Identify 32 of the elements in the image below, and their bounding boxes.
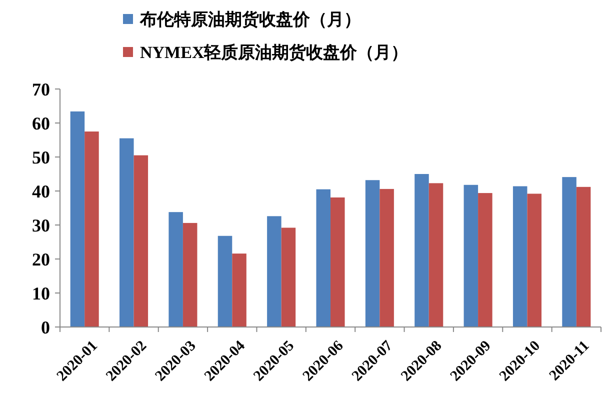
bar [182,222,198,327]
legend-label: NYMEX轻质原油期货收盘价（月） [140,42,408,62]
bar [478,193,492,327]
bar [380,188,394,327]
bar [316,189,330,327]
y-tick-label: 30 [32,215,50,236]
bar [464,184,478,327]
y-tick-label: 40 [32,181,50,202]
bar [365,180,380,327]
bar [84,132,99,327]
legend-label: 布伦特原油期货收盘价（月） [139,10,361,29]
bar [267,216,282,327]
bar [428,183,444,327]
bar [330,197,345,327]
bar [120,138,134,327]
bar [414,174,429,327]
y-tick-label: 50 [32,147,50,168]
bar [168,212,183,327]
bar [218,236,232,327]
bar [576,186,591,327]
bar [512,186,528,327]
bar [281,228,296,327]
y-tick-label: 10 [32,283,50,304]
y-tick-label: 70 [32,79,50,100]
y-tick-label: 60 [32,113,50,134]
y-tick-label: 0 [41,317,50,338]
bar [527,194,542,327]
bar [232,254,246,327]
bar [134,155,148,327]
y-tick-label: 20 [32,249,50,270]
bar [562,177,576,327]
bar [70,111,85,327]
